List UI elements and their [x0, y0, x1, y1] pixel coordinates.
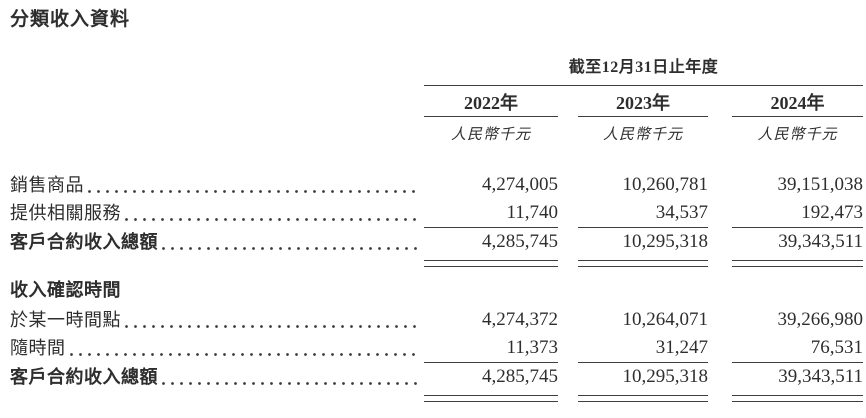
row-label-cell: 銷售商品: [10, 171, 424, 199]
dot-leader: [162, 381, 418, 385]
table-row-total-contract-revenue: 客戶合約收入總額 4,285,745 10,295,318 39,343,511: [10, 228, 863, 256]
year-header-row: 2022年 2023年 2024年: [10, 86, 863, 117]
revenue-table: 截至12月31日止年度 2022年 2023年 2024年 人民幣千元 人民幣千…: [10, 58, 863, 402]
row-label: 提供相關服務: [10, 203, 121, 223]
table-row-sale-of-goods: 銷售商品 4,274,005 10,260,781 39,151,038: [10, 171, 863, 199]
dot-leader: [69, 352, 418, 356]
page-title: 分類收入資料: [10, 9, 131, 30]
value-cell-2024: 39,151,038: [777, 174, 864, 195]
unit-row: 人民幣千元 人民幣千元 人民幣千元: [10, 117, 863, 145]
period-header-row: 截至12月31日止年度: [10, 58, 863, 86]
table-row-related-services: 提供相關服務 11,740 34,537 192,473: [10, 199, 863, 227]
table-row-point-in-time: 於某一時間點 4,274,372 10,264,071 39,266,980: [10, 306, 863, 334]
spacer: [10, 145, 863, 171]
single-rule: [424, 362, 558, 363]
dot-leader: [125, 324, 418, 328]
unit-label: 人民幣千元: [450, 127, 531, 143]
value-cell-2023: 10,260,781: [622, 174, 709, 195]
value-cell-2024: 39,266,980: [777, 309, 864, 330]
subtotal-rule-row: [10, 227, 863, 228]
row-label: 客戶合約收入總額: [10, 232, 158, 252]
row-label-cell: 提供相關服務: [10, 199, 424, 227]
double-rule: [578, 260, 708, 267]
year-header-2024: 2024年: [732, 86, 863, 117]
row-label: 隨時間: [10, 338, 66, 358]
year-header-2022: 2022年: [424, 86, 558, 117]
value-cell-2024: 39,343,511: [778, 231, 863, 252]
double-rule: [732, 395, 863, 402]
subtotal-rule-row: [10, 362, 863, 363]
single-rule: [424, 227, 558, 228]
value-cell-2023: 31,247: [655, 337, 708, 358]
total-double-rule-row: [10, 260, 863, 267]
single-rule: [732, 227, 863, 228]
unit-label: 人民幣千元: [757, 127, 838, 143]
double-rule: [732, 260, 863, 267]
section-heading-row: 收入確認時間: [10, 280, 863, 300]
year-header-2023: 2023年: [578, 86, 708, 117]
row-label: 於某一時間點: [10, 310, 121, 330]
row-label: 銷售商品: [10, 175, 84, 195]
dot-leader: [125, 217, 418, 221]
value-cell-2024: 192,473: [801, 202, 863, 223]
row-label-cell: 於某一時間點: [10, 306, 424, 334]
value-cell-2024: 39,343,511: [778, 366, 863, 387]
section-heading: 收入確認時間: [10, 280, 121, 300]
single-rule: [578, 227, 708, 228]
value-cell-2022: 11,373: [506, 337, 558, 358]
double-rule: [424, 260, 558, 267]
row-label-cell: 客戶合約收入總額: [10, 363, 424, 391]
double-rule: [578, 395, 708, 402]
value-cell-2023: 10,264,071: [622, 309, 709, 330]
unit-label: 人民幣千元: [602, 127, 683, 143]
value-cell-2022: 4,274,372: [482, 309, 558, 330]
value-cell-2023: 10,295,318: [622, 231, 709, 252]
value-cell-2023: 10,295,318: [622, 366, 709, 387]
single-rule: [732, 362, 863, 363]
single-rule: [578, 362, 708, 363]
double-rule: [424, 395, 558, 402]
table-row-over-time: 隨時間 11,373 31,247 76,531: [10, 334, 863, 362]
dot-leader: [88, 189, 418, 193]
value-cell-2022: 4,274,005: [482, 174, 558, 195]
value-cell-2023: 34,537: [655, 202, 708, 223]
total-double-rule-row: [10, 395, 863, 402]
row-label-cell: 隨時間: [10, 334, 424, 362]
value-cell-2022: 4,285,745: [482, 231, 558, 252]
value-cell-2022: 4,285,745: [482, 366, 558, 387]
period-header: 截至12月31日止年度: [424, 58, 863, 86]
row-label-cell: 客戶合約收入總額: [10, 228, 424, 256]
value-cell-2022: 11,740: [506, 202, 558, 223]
row-label: 客戶合約收入總額: [10, 367, 158, 387]
table-row-total-contract-revenue: 客戶合約收入總額 4,285,745 10,295,318 39,343,511: [10, 363, 863, 391]
value-cell-2024: 76,531: [810, 337, 863, 358]
dot-leader: [162, 246, 418, 250]
